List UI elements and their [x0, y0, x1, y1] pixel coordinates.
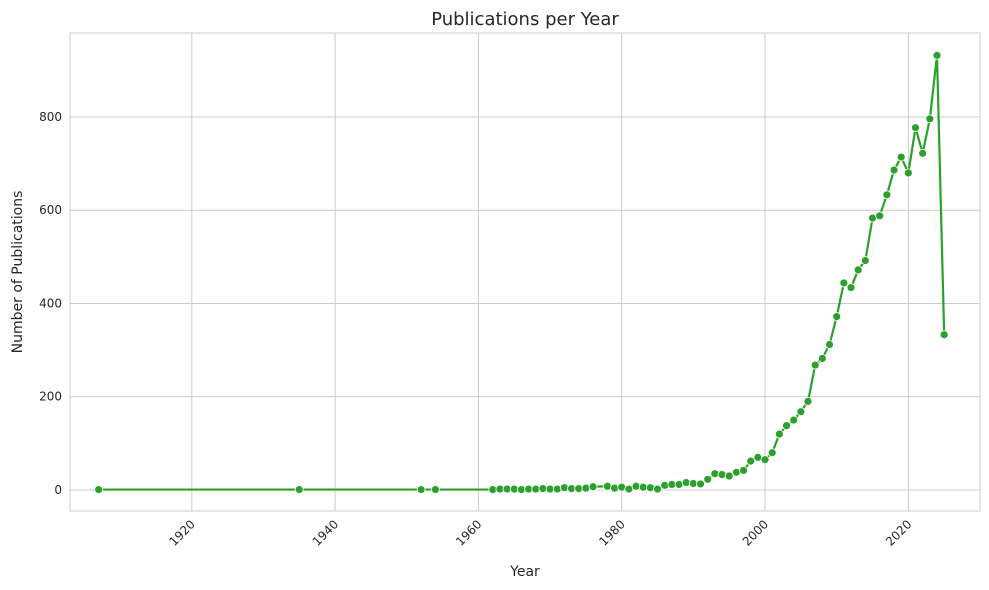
data-point	[653, 484, 662, 494]
data-point	[94, 485, 104, 494]
y-axis-ticks: 0 200 400 600 800	[39, 110, 62, 497]
x-tick-label: 1980	[596, 517, 627, 548]
data-point	[760, 455, 770, 465]
chart-title: Publications per Year	[431, 9, 619, 30]
data-point	[617, 482, 627, 492]
data-point	[839, 278, 849, 288]
data-point	[710, 469, 720, 479]
data-point	[703, 474, 713, 484]
data-point	[925, 114, 935, 124]
data-point	[832, 312, 842, 321]
data-point	[846, 283, 856, 293]
data-point	[782, 421, 791, 431]
data-point	[746, 456, 756, 466]
data-point	[681, 478, 691, 487]
data-point	[552, 484, 562, 494]
data-point	[631, 481, 641, 491]
plot-background	[70, 33, 980, 511]
data-point	[896, 152, 906, 162]
data-point	[803, 397, 813, 406]
data-point	[696, 479, 705, 489]
x-tick-label: 1920	[166, 517, 197, 548]
data-point	[560, 483, 569, 493]
x-tick-label: 2020	[883, 517, 914, 548]
x-tick-label: 1960	[453, 517, 484, 548]
y-axis-label: Number of Publications	[10, 191, 26, 354]
data-point	[610, 483, 619, 493]
x-axis-label: Year	[509, 564, 540, 580]
data-point	[853, 265, 863, 275]
y-tick-label: 200	[39, 390, 62, 404]
data-point	[581, 483, 591, 493]
y-tick-label: 400	[39, 296, 62, 310]
data-point	[603, 481, 612, 491]
data-point	[825, 340, 834, 349]
data-point	[817, 354, 827, 363]
data-point	[903, 168, 913, 178]
data-point	[932, 50, 942, 60]
y-tick-label: 800	[39, 110, 62, 124]
data-point	[789, 415, 799, 425]
data-point	[918, 148, 928, 158]
x-tick-label: 1940	[310, 517, 341, 548]
data-point	[774, 429, 784, 439]
data-point	[796, 407, 806, 417]
data-point	[588, 482, 598, 492]
data-point	[674, 480, 684, 489]
y-tick-label: 600	[39, 203, 62, 217]
data-point	[431, 485, 440, 494]
data-point	[645, 483, 655, 493]
data-point	[860, 256, 870, 265]
series-publications	[94, 50, 949, 494]
data-point	[882, 190, 892, 200]
data-point	[724, 471, 734, 481]
data-point	[939, 330, 949, 340]
plot-frame	[69, 32, 981, 512]
data-point	[889, 165, 899, 175]
data-point	[767, 448, 777, 458]
x-axis-ticks: 1920 1940 1960 1980 2000 2020	[166, 517, 914, 548]
data-point	[911, 123, 920, 133]
data-point	[294, 485, 304, 494]
data-point	[660, 480, 670, 490]
data-point	[717, 470, 727, 480]
data-point	[731, 467, 741, 477]
data-point	[875, 211, 885, 221]
x-tick-label: 2000	[740, 517, 771, 548]
data-point	[739, 466, 748, 475]
data-point	[810, 360, 820, 370]
y-tick-label: 0	[54, 483, 62, 497]
data-point	[416, 485, 426, 494]
